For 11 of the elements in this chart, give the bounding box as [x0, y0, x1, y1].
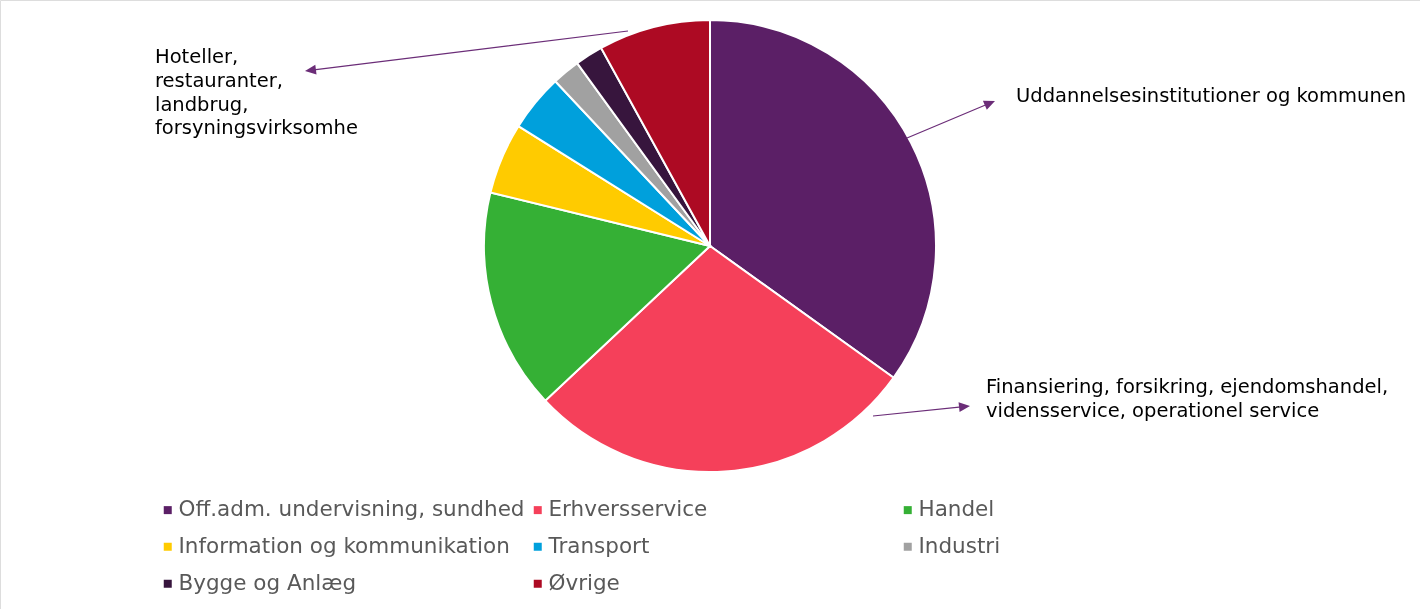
- legend-label: Bygge og Anlæg: [178, 569, 357, 595]
- text: Uddannelsesinstitutioner og kommunen: [1016, 84, 1407, 107]
- text: Finansiering, forsikring, ejendomshandel, vidensservice, operationel service: [986, 375, 1389, 422]
- legend-label: Industri: [918, 532, 1001, 558]
- legend-label: Handel: [918, 496, 995, 522]
- legend-label: Off.adm. undervisning, sundhed: [178, 496, 525, 522]
- text: Hoteller, restauranter, landbrug, forsyningsvirksomhe: [155, 45, 358, 140]
- legend-label: Transport: [547, 532, 650, 558]
- legend-label: Erhversservice: [548, 496, 708, 522]
- legend-label: Øvrige: [548, 569, 620, 595]
- legend-label: Information og kommunikation: [178, 532, 510, 558]
